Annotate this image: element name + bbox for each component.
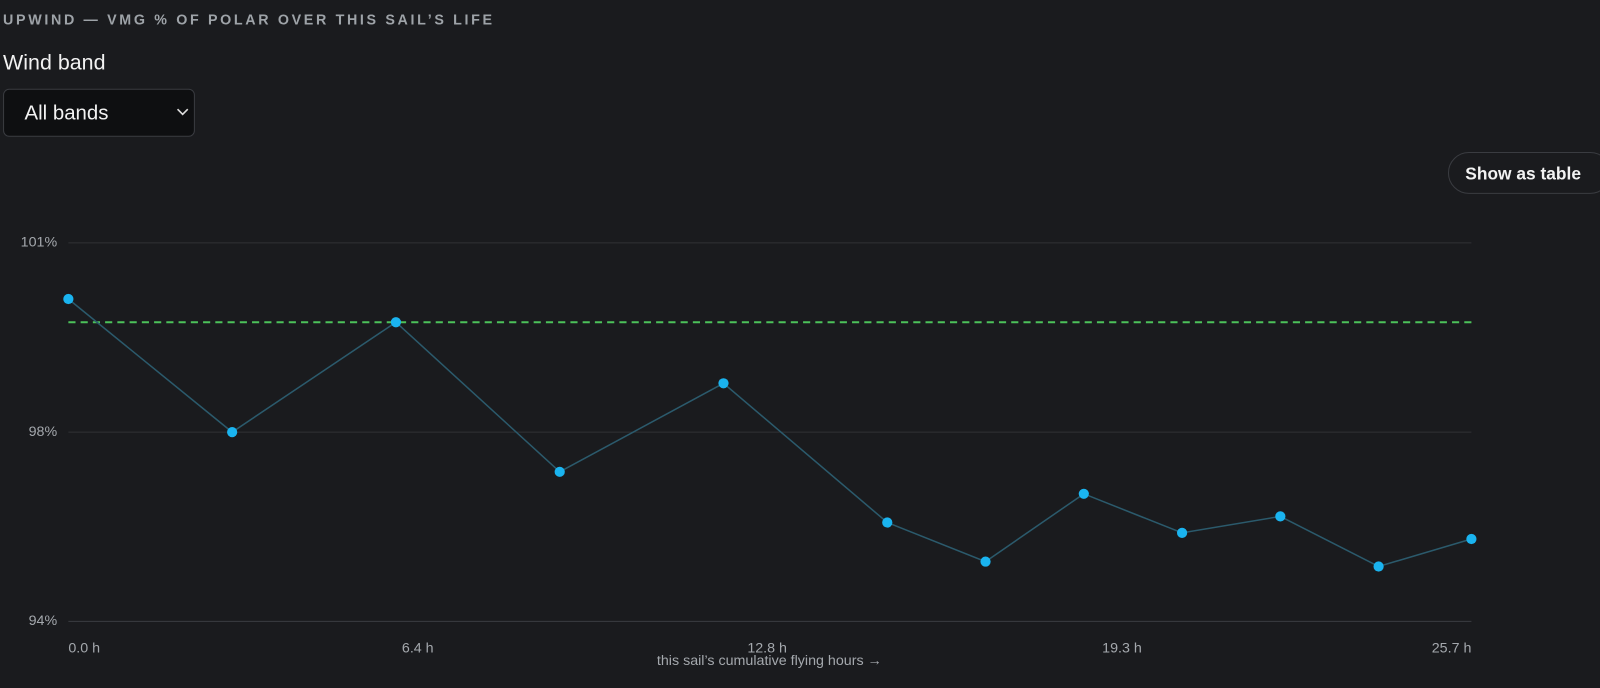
data-point xyxy=(1466,533,1477,545)
wind-band-select[interactable]: All bands xyxy=(3,88,195,137)
x-tick-label: 25.7 h xyxy=(1432,641,1472,657)
y-tick-label: 98% xyxy=(29,424,58,440)
data-point xyxy=(1176,527,1188,538)
x-axis-label: this sail’s cumulative flying hours → xyxy=(657,653,882,669)
data-point xyxy=(718,378,729,389)
filter-label: Wind band xyxy=(3,51,106,75)
y-tick-label: 94% xyxy=(29,613,58,629)
select-value: All bands xyxy=(24,102,109,125)
data-point xyxy=(980,556,991,567)
show-table-button[interactable]: Show as table xyxy=(1447,152,1600,194)
x-tick-label: 19.3 h xyxy=(1102,641,1142,657)
x-tick-label: 6.4 h xyxy=(402,641,434,657)
chevron xyxy=(176,108,189,116)
series-line xyxy=(67,298,1472,568)
data-point xyxy=(1275,511,1286,522)
data-point xyxy=(227,427,238,438)
data-point xyxy=(1373,561,1384,572)
x-tick-label: 0.0 h xyxy=(68,641,100,657)
data-point xyxy=(63,293,74,305)
data-point xyxy=(390,317,402,328)
data-point xyxy=(882,517,893,528)
x-tick-label: 12.8 h xyxy=(747,641,787,657)
heading: UPWIND — VMG % OF POLAR OVER THIS SAIL’S… xyxy=(3,11,495,28)
y-tick-label: 101% xyxy=(21,235,58,251)
data-point xyxy=(1078,488,1089,499)
data-point xyxy=(554,466,565,477)
